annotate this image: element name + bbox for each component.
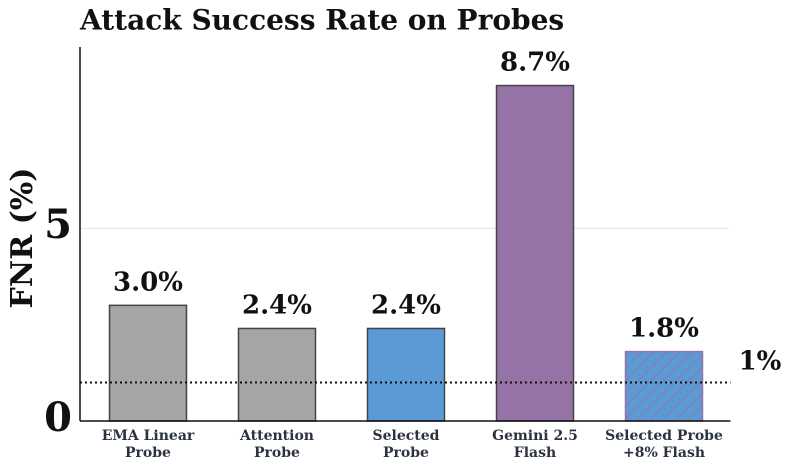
bar (624, 350, 704, 422)
value-label: 3.0% (113, 267, 183, 297)
chart-title: Attack Success Rate on Probes (79, 4, 564, 37)
y-tick-label: 5 (44, 201, 72, 248)
value-label: 8.7% (500, 48, 570, 78)
y-tick-label: 0 (44, 394, 72, 441)
x-tick-label: Attention Probe (240, 428, 314, 461)
value-label: 2.4% (371, 290, 441, 320)
x-tick-label: EMA Linear Probe (101, 428, 195, 461)
value-label: 2.4% (242, 290, 312, 320)
bar (237, 327, 317, 422)
reference-label: 1% (739, 346, 782, 376)
x-tick-label: Selected Probe (372, 428, 440, 461)
bar (495, 84, 575, 422)
value-label: 1.8% (629, 314, 699, 344)
x-tick-label: Selected Probe +8% Flash (605, 428, 723, 461)
bar (366, 327, 446, 422)
y-axis-label: FNR (%) (5, 168, 40, 309)
x-tick-label: Gemini 2.5 Flash (492, 428, 578, 461)
bar (108, 304, 188, 422)
